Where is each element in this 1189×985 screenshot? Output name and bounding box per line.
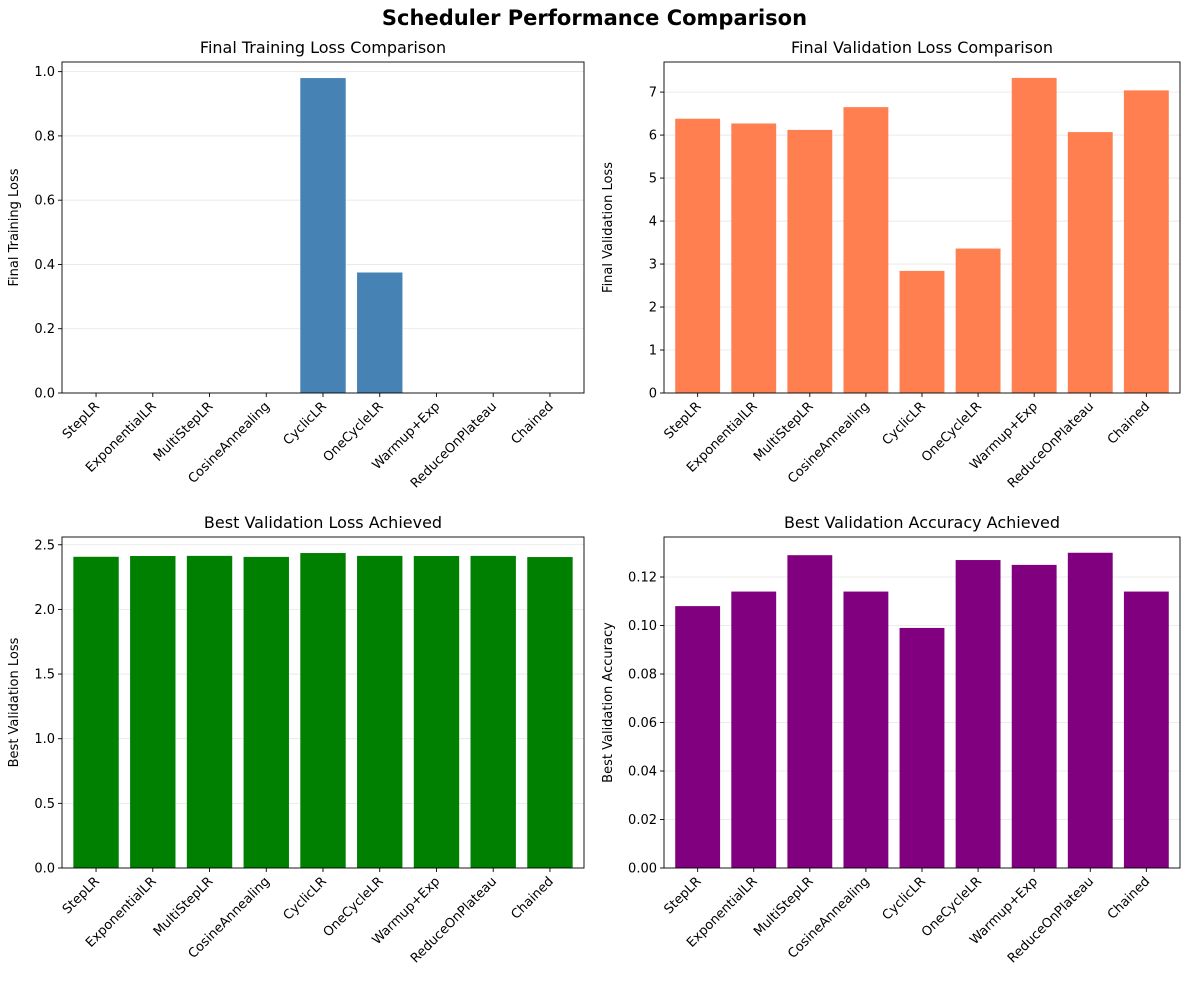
- x-tick-label: StepLR: [60, 874, 103, 917]
- y-tick-label: 1.0: [34, 732, 55, 747]
- y-tick-label: 0.0: [34, 862, 55, 877]
- y-tick-label: 1.5: [34, 668, 55, 683]
- y-tick-label: 0.2: [34, 322, 55, 337]
- bar-exponentiallr: [130, 556, 176, 868]
- panel-title: Final Validation Loss Comparison: [791, 38, 1053, 57]
- bar-onecyclelr: [955, 248, 1001, 393]
- x-tick-label: CyclicLR: [281, 399, 330, 448]
- bar-reduceonplateau: [1067, 132, 1113, 393]
- chart-panel-3: 0.00.51.01.52.02.5StepLRExponentialLRMul…: [7, 513, 585, 966]
- chart-panel-1: 0.00.20.40.60.81.0StepLRExponentialLRMul…: [7, 38, 585, 491]
- y-tick-label: 0.0: [34, 387, 55, 402]
- bar-reduceonplateau: [470, 555, 516, 868]
- panel-title: Best Validation Accuracy Achieved: [784, 513, 1060, 532]
- x-tick-label: Chained: [508, 874, 556, 922]
- y-tick-label: 6: [649, 129, 657, 144]
- y-tick-label: 2.0: [34, 603, 55, 618]
- bar-multisteplr: [186, 555, 233, 868]
- x-tick-label: Chained: [1105, 399, 1153, 447]
- x-tick-label: StepLR: [60, 399, 103, 442]
- panel-title: Final Training Loss Comparison: [200, 38, 446, 57]
- y-tick-label: 3: [649, 258, 657, 273]
- y-tick-label: 0: [649, 387, 657, 402]
- x-tick-label: CyclicLR: [281, 874, 330, 923]
- bar-multisteplr: [787, 555, 833, 868]
- bar-multisteplr: [787, 129, 833, 393]
- x-tick-label: Chained: [1105, 874, 1153, 922]
- y-tick-label: 0.06: [628, 716, 657, 731]
- bar-cycliclr: [899, 627, 945, 868]
- bar-chained: [1123, 591, 1169, 868]
- bar-steplr: [675, 118, 721, 393]
- y-axis-label: Best Validation Loss: [7, 637, 22, 767]
- y-tick-label: 2: [649, 301, 657, 316]
- y-tick-label: 0.04: [628, 765, 657, 780]
- chart-panel-2: 01234567StepLRExponentialLRMultiStepLRCo…: [601, 38, 1181, 491]
- bar-exponentiallr: [731, 123, 777, 393]
- panel-title: Best Validation Loss Achieved: [204, 513, 442, 532]
- bar-chained: [527, 557, 573, 868]
- y-tick-label: 1: [649, 344, 657, 359]
- y-tick-label: 0.6: [34, 194, 55, 209]
- x-tick-label: StepLR: [661, 399, 704, 442]
- bar-warmup-exp: [1011, 564, 1057, 868]
- y-axis-label: Best Validation Accuracy: [601, 622, 616, 783]
- y-tick-label: 2.5: [34, 538, 55, 553]
- bar-steplr: [675, 606, 721, 868]
- x-tick-label: CyclicLR: [880, 399, 929, 448]
- bar-warmup-exp: [413, 556, 460, 868]
- y-tick-label: 0.08: [628, 668, 657, 683]
- y-axis-label: Final Validation Loss: [601, 162, 616, 293]
- y-tick-label: 0.5: [34, 797, 55, 812]
- x-tick-label: CyclicLR: [880, 874, 929, 923]
- x-tick-label: StepLR: [661, 874, 704, 917]
- bar-cycliclr: [899, 270, 945, 393]
- bar-onecyclelr: [955, 560, 1001, 868]
- bar-cosineannealing: [843, 591, 889, 868]
- bar-onecyclelr: [357, 555, 403, 868]
- bar-warmup-exp: [1011, 77, 1057, 393]
- y-axis-label: Final Training Loss: [7, 168, 22, 286]
- y-tick-label: 0.00: [628, 862, 657, 877]
- bar-reduceonplateau: [1067, 552, 1113, 868]
- y-tick-label: 0.10: [628, 619, 657, 634]
- bar-cycliclr: [300, 78, 346, 393]
- bar-onecyclelr: [357, 272, 403, 393]
- bar-chained: [1123, 90, 1169, 393]
- bar-cosineannealing: [243, 556, 289, 868]
- bar-exponentiallr: [731, 591, 777, 868]
- y-tick-label: 0.12: [628, 571, 657, 586]
- y-tick-label: 0.02: [628, 813, 657, 828]
- chart-panel-4: 0.000.020.040.060.080.100.12StepLRExpone…: [601, 513, 1181, 966]
- bar-cycliclr: [300, 553, 346, 868]
- y-tick-label: 0.4: [34, 258, 55, 273]
- y-tick-label: 7: [649, 86, 657, 101]
- y-tick-label: 5: [649, 172, 657, 187]
- y-tick-label: 1.0: [34, 65, 55, 80]
- y-tick-label: 4: [649, 215, 657, 230]
- figure-title: Scheduler Performance Comparison: [381, 6, 808, 30]
- y-tick-label: 0.8: [34, 129, 55, 144]
- bar-steplr: [73, 556, 119, 868]
- x-tick-label: Chained: [508, 399, 556, 447]
- bar-cosineannealing: [843, 107, 889, 394]
